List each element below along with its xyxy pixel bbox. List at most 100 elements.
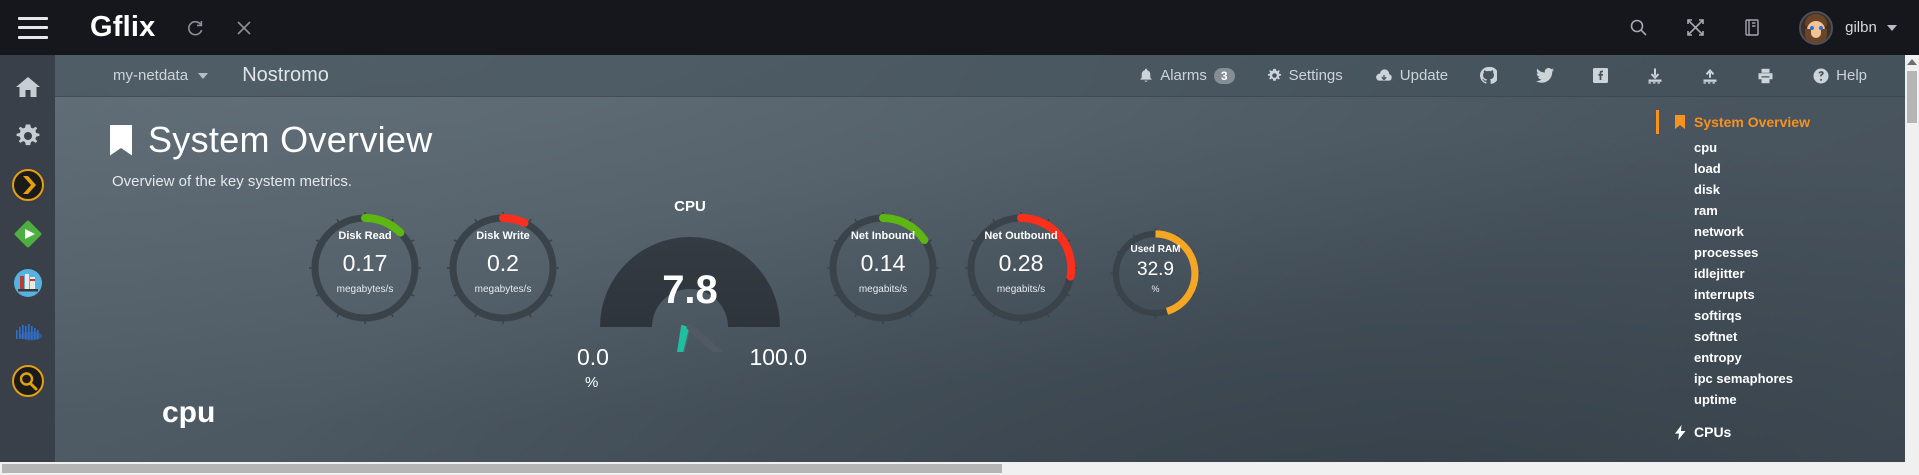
horizontal-scrollbar-thumb[interactable]: [2, 464, 1002, 473]
sidebar-item-softnet[interactable]: softnet: [1694, 329, 1738, 344]
gauge-min: 0.0: [577, 344, 609, 370]
gear-icon: [1267, 68, 1282, 83]
print-icon: [1757, 68, 1774, 84]
user-menu[interactable]: gilbn: [1845, 19, 1897, 36]
gauges-row: Disk Read 0.17 megabytes/s: [110, 194, 1907, 418]
sidebar-item-system-overview[interactable]: System Overview: [1656, 110, 1906, 134]
scroll-up-arrow-icon[interactable]: [1907, 59, 1917, 65]
gauge-net-outbound[interactable]: Net Outbound 0.28 megabits/s: [961, 208, 1081, 328]
gauge-ring: Disk Read 0.17 megabytes/s: [305, 208, 425, 328]
gauge-cpu[interactable]: CPU: [577, 198, 807, 418]
nav-help-label: Help: [1836, 67, 1867, 84]
book-icon[interactable]: [1743, 18, 1761, 37]
sidebar-item-plex[interactable]: [8, 163, 48, 207]
gauge-value: 0.2: [487, 250, 519, 276]
sidebar-item-network[interactable]: network: [1694, 224, 1744, 239]
left-icon-rail: [0, 55, 55, 475]
sidebar-item-library[interactable]: [8, 261, 48, 305]
gauge-units: megabytes/s: [474, 284, 532, 295]
green-play-icon: [14, 220, 41, 248]
plex-chevron-icon: [11, 169, 44, 201]
gauge-ring: Net Inbound 0.14 megabits/s: [823, 208, 943, 328]
sidebar-item-disk[interactable]: disk: [1694, 182, 1721, 197]
gauge-disk-read[interactable]: Disk Read 0.17 megabytes/s: [305, 208, 425, 328]
avatar[interactable]: [1799, 10, 1834, 45]
chevron-down-icon: [198, 73, 209, 80]
nav-twitter[interactable]: [1536, 68, 1561, 83]
twitter-icon: [1536, 68, 1555, 83]
sidebar-item-load[interactable]: load: [1694, 161, 1721, 176]
sidebar-item-interrupts[interactable]: interrupts: [1694, 287, 1755, 302]
sidebar-item-processes[interactable]: processes: [1694, 245, 1759, 260]
browser-top-bar: Gflix: [0, 0, 1919, 55]
sidebar-item-soundcloud[interactable]: [8, 310, 48, 354]
sidebar-item-label: System Overview: [1694, 114, 1810, 130]
nav-upload[interactable]: [1702, 68, 1725, 84]
gauge-net-inbound[interactable]: Net Inbound 0.14 megabits/s: [823, 208, 943, 328]
nav-settings[interactable]: Settings: [1267, 67, 1343, 84]
sidebar-item-ipc-semaphores[interactable]: ipc semaphores: [1694, 371, 1793, 386]
sidebar-item-media-play[interactable]: [8, 212, 48, 256]
gauge-used-ram[interactable]: Used RAM 32.9 %: [1108, 226, 1203, 321]
gauge-label: Net Inbound: [850, 230, 916, 242]
right-sidebar: System Overview cpu load disk ram networ…: [1656, 55, 1906, 475]
close-icon[interactable]: [235, 19, 253, 37]
download-icon: [1647, 68, 1663, 84]
gauge-label: Used RAM: [1130, 244, 1181, 255]
bell-icon: [1139, 68, 1153, 84]
section-heading-cpu: cpu: [162, 396, 216, 429]
nav-print[interactable]: [1757, 68, 1781, 84]
sidebar-item-idlejitter[interactable]: idlejitter: [1694, 266, 1745, 281]
sidebar-item-uptime[interactable]: uptime: [1694, 392, 1737, 407]
nav-github[interactable]: [1480, 67, 1504, 84]
nav-alarms[interactable]: Alarms 3: [1139, 67, 1235, 84]
question-circle-icon: [1813, 68, 1829, 84]
host-selector[interactable]: my-netdata: [113, 67, 209, 84]
netdata-navbar-left: my-netdata Nostromo: [55, 64, 329, 87]
books-icon: [13, 269, 42, 297]
sidebar-item-ram[interactable]: ram: [1694, 203, 1718, 218]
soundcloud-icon: [15, 324, 42, 341]
gauge-units: %: [585, 374, 599, 391]
fullscreen-icon[interactable]: [1686, 18, 1705, 37]
nav-help[interactable]: Help: [1813, 67, 1867, 84]
github-icon: [1480, 67, 1498, 84]
gauge-units: megabytes/s: [336, 284, 394, 295]
gauge-value: 7.8: [662, 268, 718, 312]
netdata-dashboard: my-netdata Nostromo Alarms 3: [55, 55, 1907, 475]
page-subtitle: Overview of the key system metrics.: [112, 173, 353, 190]
nav-settings-label: Settings: [1288, 67, 1343, 84]
nav-update[interactable]: Update: [1375, 67, 1448, 84]
vertical-scrollbar[interactable]: [1905, 55, 1919, 475]
bolt-icon: [1675, 424, 1686, 440]
gauge-value: 0.14: [860, 250, 906, 276]
upload-icon: [1702, 68, 1718, 84]
gear-icon: [16, 124, 39, 146]
page-title-row: System Overview: [110, 119, 1907, 161]
horizontal-scrollbar[interactable]: [0, 462, 1919, 475]
sidebar-item-softirqs[interactable]: softirqs: [1694, 308, 1742, 323]
gauge-label: CPU: [674, 198, 706, 215]
reload-icon[interactable]: [185, 18, 205, 38]
sidebar-item-home[interactable]: [8, 65, 48, 109]
gauge-value: 0.17: [342, 250, 388, 276]
sidebar-item-settings[interactable]: [8, 114, 48, 158]
sidebar-item-search[interactable]: [8, 359, 48, 403]
hamburger-icon[interactable]: [18, 16, 48, 39]
vertical-scrollbar-thumb[interactable]: [1907, 71, 1917, 123]
host-selector-label: my-netdata: [113, 67, 189, 84]
sidebar-item-cpu[interactable]: cpu: [1694, 140, 1718, 155]
nav-download[interactable]: [1647, 68, 1670, 84]
sidebar-item-entropy[interactable]: entropy: [1694, 350, 1742, 365]
search-icon[interactable]: [1629, 18, 1648, 37]
gauge-disk-write[interactable]: Disk Write 0.2 megabytes/s: [443, 208, 563, 328]
gauge-ring: Net Outbound 0.28 megabits/s: [961, 208, 1081, 328]
sidebar-group-cpus[interactable]: CPUs: [1656, 424, 1906, 440]
hostname-label: Nostromo: [242, 64, 329, 86]
gauge-ring: Used RAM 32.9 %: [1108, 226, 1203, 321]
nav-facebook[interactable]: [1593, 68, 1615, 83]
magnifier-icon: [11, 365, 44, 397]
netdata-navbar: my-netdata Nostromo Alarms 3: [55, 55, 1907, 97]
cloud-download-icon: [1375, 68, 1393, 83]
